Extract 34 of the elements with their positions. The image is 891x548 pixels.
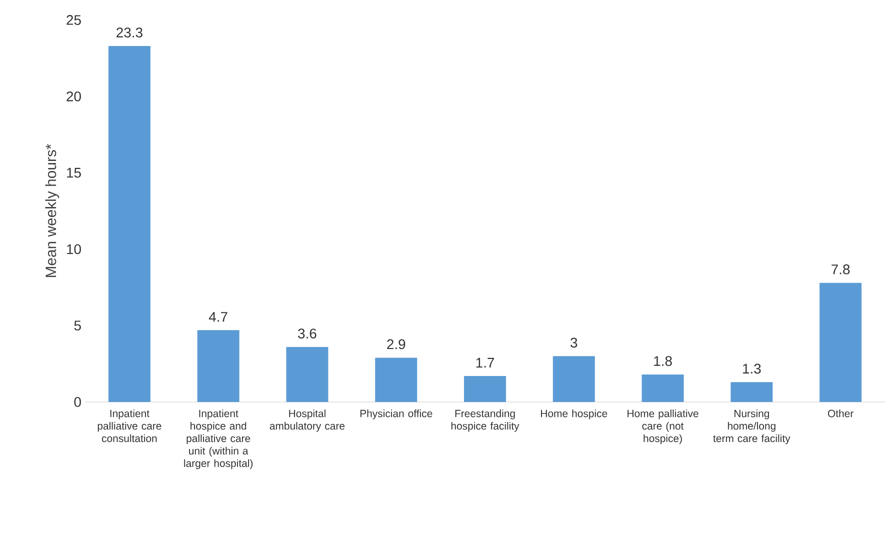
data-label: 3.6 xyxy=(298,328,316,338)
x-tick-label: Home palliative care (not hospice) xyxy=(628,410,698,444)
bar xyxy=(552,356,595,402)
bar xyxy=(197,330,240,402)
x-tick-label: Home hospice xyxy=(541,410,608,420)
y-axis-title: Mean weekly hours* xyxy=(45,144,60,278)
y-tick-label: 5 xyxy=(74,320,81,330)
data-label: 4.7 xyxy=(208,312,228,322)
x-tick-label: Physician office xyxy=(360,410,432,420)
y-tick-label: 10 xyxy=(67,244,81,254)
data-label: 3 xyxy=(570,338,578,348)
x-tick-label: Hospital ambulatory care xyxy=(270,410,345,432)
x-tick-label: Inpatient palliative care consultation xyxy=(98,410,162,442)
x-tick-label: Inpatient hospice and palliative care unit (within a larger hospital) xyxy=(184,410,253,470)
bar xyxy=(730,382,773,402)
y-tick-label: 15 xyxy=(67,168,81,178)
bar xyxy=(108,46,150,402)
data-label: 1.8 xyxy=(654,356,672,366)
data-label: 23.3 xyxy=(116,28,142,38)
data-label: 2.9 xyxy=(387,339,406,350)
y-tick-label: 0 xyxy=(74,397,81,407)
x-tick-label: Other xyxy=(828,410,854,418)
bar xyxy=(286,346,328,402)
data-label: 1.7 xyxy=(476,358,494,368)
data-label: 7.8 xyxy=(832,264,850,274)
y-tick-label: 25 xyxy=(66,15,81,25)
bar xyxy=(820,282,862,402)
bar xyxy=(375,358,418,402)
y-tick-label: 20 xyxy=(66,91,81,102)
x-tick-label: Nursing home/long term care facility xyxy=(713,410,790,444)
data-label: 1.3 xyxy=(743,364,761,374)
bar xyxy=(464,376,506,402)
x-tick-label: Freestanding hospice facility xyxy=(451,410,520,432)
bar xyxy=(642,374,684,402)
